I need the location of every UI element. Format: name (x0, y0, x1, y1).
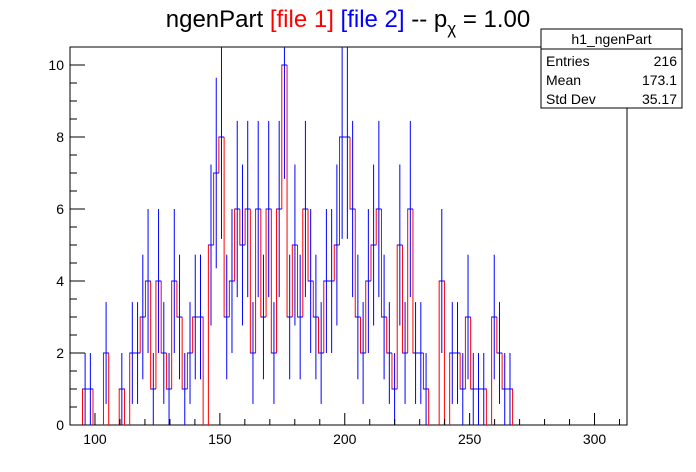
x-tick-label: 200 (333, 431, 357, 447)
chart-title-text: ngenPart [file 1] [file 2] -- pχ = 1.00 (166, 6, 530, 38)
y-tick-label: 8 (56, 129, 64, 145)
stats-value: 173.1 (642, 72, 677, 88)
stats-box: h1_ngenPart Entries 216 Mean 173.1 Std Dev 35.… (540, 28, 683, 109)
x-tick-label: 300 (583, 431, 607, 447)
y-tick-label: 0 (56, 417, 64, 433)
title-part: -- p (405, 6, 448, 33)
stats-value: 35.17 (642, 91, 677, 107)
title-part: = 1.00 (456, 6, 530, 33)
title-part (334, 6, 341, 33)
stats-label: Mean (546, 72, 581, 88)
title-part: [file 1] (270, 6, 334, 33)
y-tick-label: 6 (56, 201, 64, 217)
stats-name: h1_ngenPart (571, 31, 651, 47)
plot-frame (69, 46, 628, 426)
x-tick-label: 250 (458, 431, 482, 447)
x-tick-label: 150 (208, 431, 232, 447)
y-tick-label: 4 (56, 273, 64, 289)
chart-title: ngenPart [file 1] [file 2] -- pχ = 1.00 (166, 6, 530, 38)
x-tick-label: 100 (83, 431, 107, 447)
stats-box-frame (540, 28, 683, 109)
axes: 100 150 200 250 300 0 2 4 6 8 10 (48, 57, 621, 447)
histogram-bars (81, 47, 514, 425)
stats-value: 216 (654, 53, 678, 69)
stats-label: Std Dev (546, 91, 596, 107)
y-tick-label: 10 (48, 57, 64, 73)
stats-label: Entries (546, 53, 590, 69)
title-part: χ (447, 19, 456, 38)
title-part: ngenPart (166, 6, 270, 33)
title-part: [file 2] (341, 6, 405, 33)
y-tick-label: 2 (56, 345, 64, 361)
